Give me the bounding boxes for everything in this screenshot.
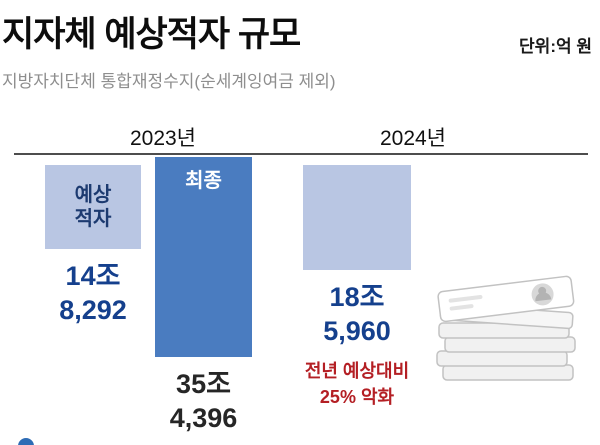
yoy-note: 전년 예상대비 25% 악화 — [305, 358, 409, 410]
note-line: 전년 예상대비 — [304, 361, 410, 382]
value-line: 18조 — [329, 282, 385, 312]
baseline-axis — [14, 153, 588, 155]
bar-label-line: 예상 — [74, 184, 112, 206]
value-line: 14조 — [65, 261, 121, 291]
value-line: 35조 — [176, 369, 231, 399]
bar-2024-expected — [303, 165, 411, 270]
bar-value-2023-expected: 14조 8,292 — [59, 259, 127, 327]
unit-label: 단위:억 원 — [519, 37, 592, 56]
value-line: 4,396 — [169, 403, 238, 434]
watermark-dot — [18, 438, 34, 445]
bar-2023-final: 최종 — [155, 157, 252, 357]
bar-label: 최종 — [185, 169, 222, 193]
bar-group-2024-expected: 18조 5,960 전년 예상대비 25% 악화 — [303, 157, 411, 410]
bar-value-2023-final: 35조 4,396 — [170, 367, 238, 435]
page-title: 지자체 예상적자 규모 — [2, 15, 301, 54]
value-line: 8,292 — [59, 295, 127, 326]
bar-group-2023-final: 최종 35조 4,396 — [155, 157, 252, 435]
money-stack-illustration — [436, 275, 576, 381]
bar-2023-expected: 예상 적자 — [45, 165, 141, 249]
chart-subtitle: 지방자치단체 통합재정수지(순세계잉여금 제외) — [2, 72, 336, 91]
bar-label-line: 적자 — [74, 208, 112, 230]
value-line: 5,960 — [323, 316, 391, 347]
column-header-2024: 2024년 — [379, 127, 447, 150]
bar-label-line: 최종 — [185, 170, 222, 192]
column-header-2023: 2023년 — [129, 127, 197, 150]
bar-label: 예상 적자 — [75, 183, 112, 231]
note-line: 25% 악화 — [319, 387, 395, 408]
bar-group-2023-expected: 예상 적자 14조 8,292 — [45, 157, 141, 327]
bar-value-2024-expected: 18조 5,960 — [323, 280, 391, 348]
